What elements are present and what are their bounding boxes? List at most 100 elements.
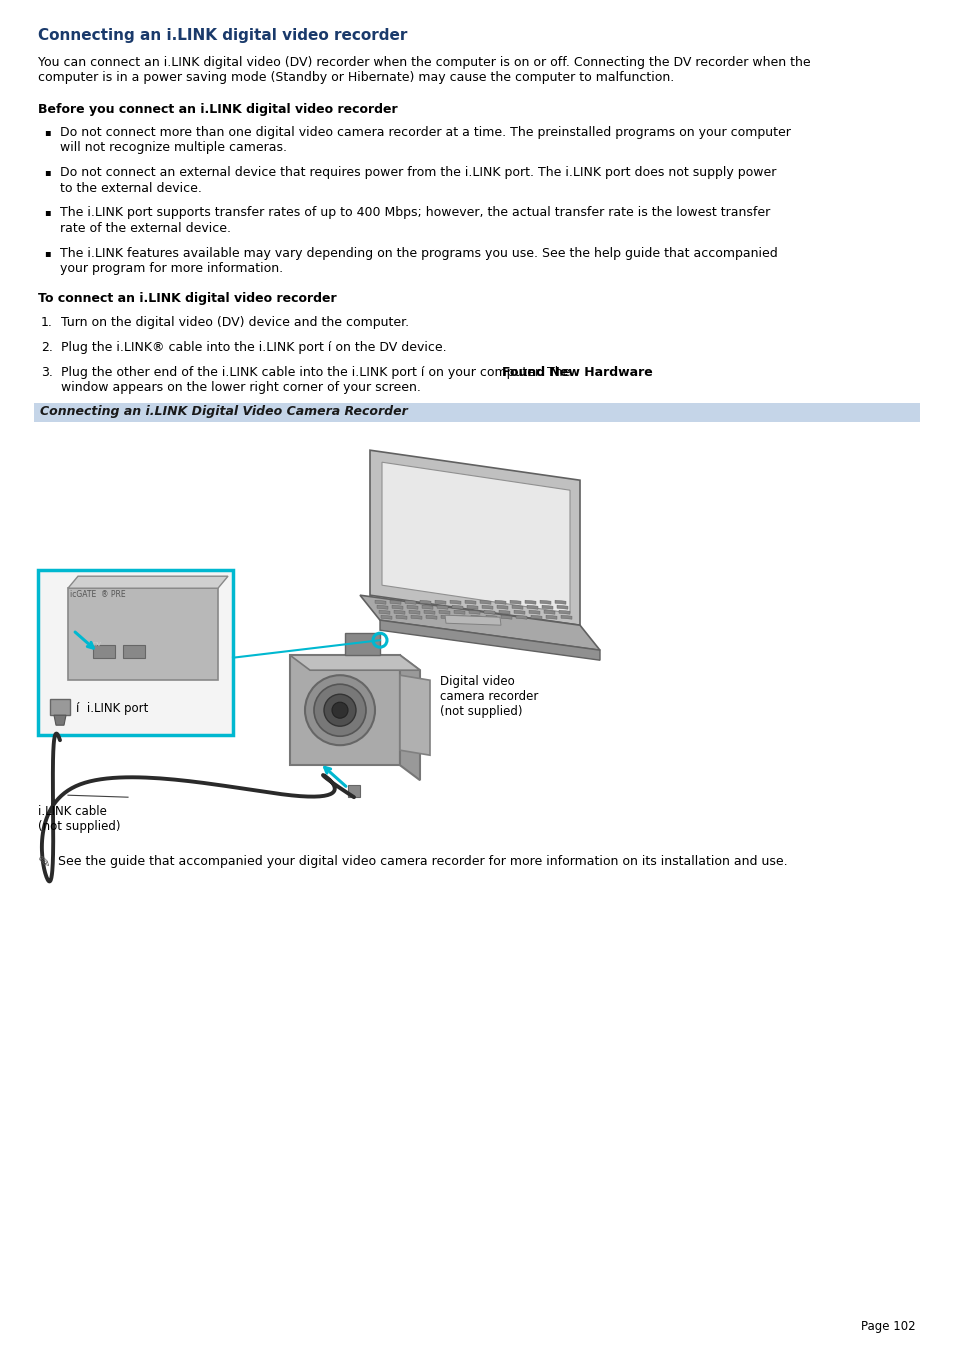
Polygon shape xyxy=(426,615,436,619)
Text: See the guide that accompanied your digital video camera recorder for more infor: See the guide that accompanied your digi… xyxy=(58,855,787,869)
Polygon shape xyxy=(524,600,536,604)
Polygon shape xyxy=(359,596,599,650)
Polygon shape xyxy=(543,611,555,615)
Polygon shape xyxy=(435,600,446,604)
Text: ▪: ▪ xyxy=(44,207,51,218)
Text: Page 102: Page 102 xyxy=(861,1320,915,1333)
Polygon shape xyxy=(68,576,228,588)
Text: You can connect an i.LINK digital video (DV) recorder when the computer is on or: You can connect an i.LINK digital video … xyxy=(38,55,810,69)
Text: will not recognize multiple cameras.: will not recognize multiple cameras. xyxy=(60,142,287,154)
Polygon shape xyxy=(395,615,407,619)
Polygon shape xyxy=(541,605,553,609)
Circle shape xyxy=(314,684,366,736)
Polygon shape xyxy=(68,588,218,680)
Polygon shape xyxy=(450,600,460,604)
Polygon shape xyxy=(440,615,452,619)
Polygon shape xyxy=(498,611,510,615)
Bar xyxy=(345,634,379,655)
Polygon shape xyxy=(516,615,526,619)
Polygon shape xyxy=(467,605,477,609)
Text: ▪: ▪ xyxy=(44,247,51,258)
Polygon shape xyxy=(378,611,390,615)
Polygon shape xyxy=(50,700,70,715)
Polygon shape xyxy=(483,611,495,615)
Text: to the external device.: to the external device. xyxy=(60,181,202,195)
Circle shape xyxy=(324,694,355,727)
Circle shape xyxy=(332,703,348,719)
Polygon shape xyxy=(510,600,520,604)
Polygon shape xyxy=(370,450,579,626)
Polygon shape xyxy=(558,611,569,615)
Text: Do not connect an external device that requires power from the i.LINK port. The : Do not connect an external device that r… xyxy=(60,166,776,180)
Text: Found New Hardware: Found New Hardware xyxy=(501,366,652,380)
Polygon shape xyxy=(514,611,524,615)
Text: To connect an i.LINK digital video recorder: To connect an i.LINK digital video recor… xyxy=(38,292,336,304)
Text: Plug the other end of the i.LINK cable into the i.LINK port í on your computer. : Plug the other end of the i.LINK cable i… xyxy=(61,366,574,380)
Text: ✎: ✎ xyxy=(38,855,51,870)
Polygon shape xyxy=(376,605,388,609)
Text: Before you connect an i.LINK digital video recorder: Before you connect an i.LINK digital vid… xyxy=(38,103,397,115)
Polygon shape xyxy=(479,600,491,604)
Polygon shape xyxy=(390,600,400,604)
Polygon shape xyxy=(375,600,386,604)
Polygon shape xyxy=(392,605,402,609)
Polygon shape xyxy=(464,600,476,604)
Text: The i.LINK port supports transfer rates of up to 400 Mbps; however, the actual t: The i.LINK port supports transfer rates … xyxy=(60,207,769,219)
Polygon shape xyxy=(399,655,419,780)
Text: icGATE  ® PRE: icGATE ® PRE xyxy=(70,590,126,600)
Polygon shape xyxy=(456,615,467,619)
Polygon shape xyxy=(394,611,405,615)
Text: í  i.LINK port: í i.LINK port xyxy=(76,703,149,715)
Text: 2.: 2. xyxy=(41,342,52,354)
Text: Plug the i.LINK® cable into the i.LINK port í on the DV device.: Plug the i.LINK® cable into the i.LINK p… xyxy=(61,342,446,354)
Text: computer is in a power saving mode (Standby or Hibernate) may cause the computer: computer is in a power saving mode (Stan… xyxy=(38,72,674,85)
Text: ▪: ▪ xyxy=(44,127,51,136)
Polygon shape xyxy=(444,615,500,626)
Polygon shape xyxy=(423,611,435,615)
Text: Connecting an i.LINK Digital Video Camera Recorder: Connecting an i.LINK Digital Video Camer… xyxy=(40,405,407,419)
Polygon shape xyxy=(399,676,430,755)
Polygon shape xyxy=(545,615,557,619)
Text: your program for more information.: your program for more information. xyxy=(60,262,283,276)
Polygon shape xyxy=(560,615,572,619)
Polygon shape xyxy=(421,605,433,609)
Text: Connecting an i.LINK digital video recorder: Connecting an i.LINK digital video recor… xyxy=(38,28,407,43)
Polygon shape xyxy=(54,715,66,725)
Polygon shape xyxy=(405,600,416,604)
Polygon shape xyxy=(411,615,421,619)
Polygon shape xyxy=(555,600,565,604)
Text: 1.: 1. xyxy=(41,316,52,330)
Polygon shape xyxy=(529,611,539,615)
Text: Do not connect more than one digital video camera recorder at a time. The preins: Do not connect more than one digital vid… xyxy=(60,126,790,139)
Text: i.LINK cable
(not supplied): i.LINK cable (not supplied) xyxy=(38,805,120,834)
Polygon shape xyxy=(526,605,537,609)
Polygon shape xyxy=(290,655,399,765)
Bar xyxy=(92,646,115,658)
Polygon shape xyxy=(500,615,512,619)
Text: 3.: 3. xyxy=(41,366,52,380)
Polygon shape xyxy=(497,605,507,609)
Text: DV: DV xyxy=(91,642,101,647)
Polygon shape xyxy=(407,605,417,609)
Polygon shape xyxy=(419,600,431,604)
Polygon shape xyxy=(539,600,551,604)
Polygon shape xyxy=(495,600,505,604)
Bar xyxy=(123,646,145,658)
Text: ▪: ▪ xyxy=(44,168,51,177)
Polygon shape xyxy=(454,611,464,615)
Text: window appears on the lower right corner of your screen.: window appears on the lower right corner… xyxy=(61,381,420,394)
Polygon shape xyxy=(485,615,497,619)
Polygon shape xyxy=(290,655,419,670)
Polygon shape xyxy=(436,605,448,609)
Polygon shape xyxy=(379,620,599,661)
Polygon shape xyxy=(512,605,522,609)
Bar xyxy=(38,570,233,735)
Polygon shape xyxy=(531,615,541,619)
Text: Digital video
camera recorder
(not supplied): Digital video camera recorder (not suppl… xyxy=(439,676,537,719)
Polygon shape xyxy=(469,611,479,615)
Polygon shape xyxy=(438,611,450,615)
Text: The i.LINK features available may vary depending on the programs you use. See th: The i.LINK features available may vary d… xyxy=(60,247,777,259)
Polygon shape xyxy=(380,615,392,619)
Text: Turn on the digital video (DV) device and the computer.: Turn on the digital video (DV) device an… xyxy=(61,316,409,330)
Circle shape xyxy=(305,676,375,746)
